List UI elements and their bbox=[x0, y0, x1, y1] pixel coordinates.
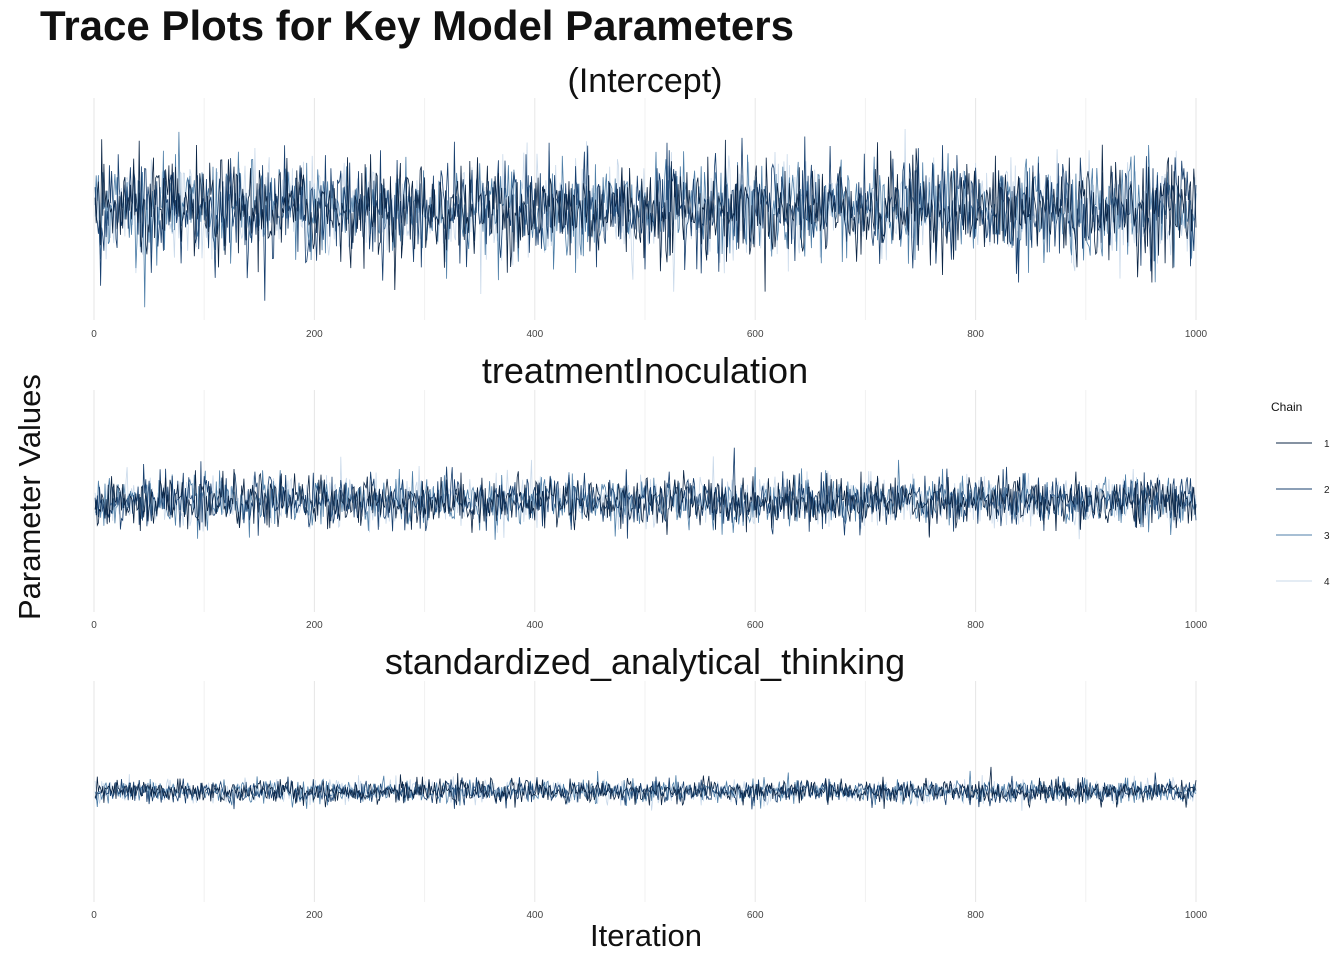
x-axis-label: Iteration bbox=[589, 918, 702, 953]
x-tick-label: 0 bbox=[91, 620, 97, 631]
legend-label-3: 3 bbox=[1324, 531, 1330, 542]
x-tick-label: 600 bbox=[747, 329, 764, 340]
legend-title: Chain bbox=[1271, 400, 1303, 414]
x-tick-label: 200 bbox=[306, 910, 323, 921]
x-tick-label: 1000 bbox=[1185, 910, 1208, 921]
panel-title: (Intercept) bbox=[568, 62, 723, 100]
x-tick-label: 0 bbox=[91, 910, 97, 921]
x-tick-label: 0 bbox=[91, 329, 97, 340]
x-tick-label: 600 bbox=[747, 620, 764, 631]
x-tick-label: 400 bbox=[526, 329, 543, 340]
x-tick-label: 600 bbox=[747, 910, 764, 921]
panel-title: standardized_analytical_thinking bbox=[385, 641, 905, 682]
x-tick-label: 800 bbox=[967, 329, 984, 340]
trace-line-chain-1 bbox=[94, 468, 1197, 538]
panel-title: treatmentInoculation bbox=[482, 350, 808, 391]
trace-line-chain-2 bbox=[94, 772, 1197, 810]
x-tick-label: 200 bbox=[306, 620, 323, 631]
legend-label-4: 4 bbox=[1324, 577, 1330, 588]
x-tick-label: 1000 bbox=[1185, 620, 1208, 631]
x-tick-label: 1000 bbox=[1185, 329, 1208, 340]
x-tick-label: 400 bbox=[526, 910, 543, 921]
trace-line-chain-1 bbox=[94, 139, 1197, 292]
trace-line-chain-1 bbox=[94, 766, 1197, 809]
x-tick-label: 800 bbox=[967, 620, 984, 631]
chart-title: Trace Plots for Key Model Parameters bbox=[40, 2, 794, 49]
legend-label-2: 2 bbox=[1324, 485, 1330, 496]
x-tick-label: 800 bbox=[967, 910, 984, 921]
x-tick-label: 200 bbox=[306, 329, 323, 340]
x-tick-label: 400 bbox=[526, 620, 543, 631]
legend-label-1: 1 bbox=[1324, 439, 1330, 450]
